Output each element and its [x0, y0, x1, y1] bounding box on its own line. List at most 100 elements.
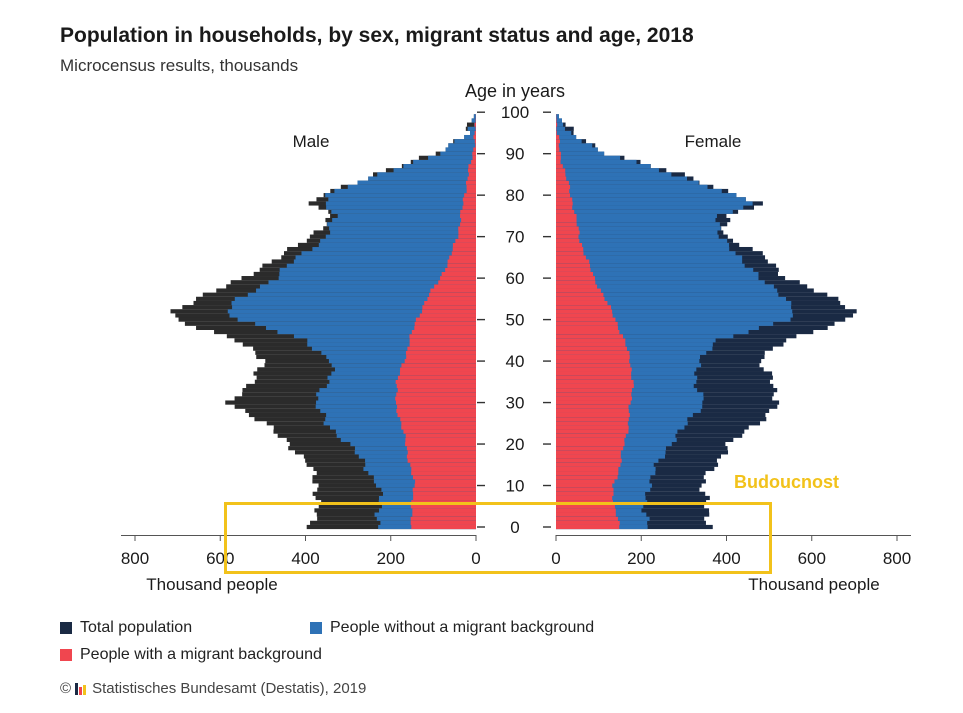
bar-without-female-age-86 [556, 168, 659, 173]
bar-with-female-age-24 [556, 425, 629, 430]
bar-without-male-age-67 [312, 246, 476, 252]
bar-with-female-age-46 [556, 334, 623, 339]
bar-with-male-age-80 [464, 193, 476, 198]
bar-with-female-age-56 [556, 292, 604, 297]
bar-with-female-age-53 [556, 305, 612, 310]
bar-without-male-age-95 [470, 130, 476, 136]
bar-without-male-age-29 [315, 404, 476, 409]
bar-without-male-age-66 [301, 251, 476, 256]
bar-with-female-age-93 [556, 139, 560, 144]
bar-with-male-age-94 [473, 134, 476, 140]
legend-item-with: People with a migrant background [60, 646, 322, 664]
bar-with-male-age-50 [415, 317, 476, 322]
bar-with-female-age-72 [556, 226, 579, 231]
bar-with-male-age-25 [401, 421, 476, 426]
bar-with-female-age-31 [556, 396, 632, 401]
bar-without-male-age-64 [293, 259, 476, 264]
bar-with-male-age-5 [410, 504, 476, 509]
bar-without-female-age-55 [556, 296, 787, 301]
bar-with-female-age-66 [556, 251, 584, 256]
bar-without-female-age-60 [556, 276, 759, 281]
bar-without-male-age-96 [467, 126, 476, 131]
bar-without-male-age-33 [319, 388, 476, 393]
bar-with-male-age-45 [409, 338, 476, 343]
bar-with-female-age-48 [556, 325, 618, 330]
bar-with-female-age-81 [556, 188, 570, 194]
bar-with-female-age-85 [556, 172, 566, 177]
bar-with-male-age-29 [397, 404, 476, 409]
bar-without-male-age-88 [413, 159, 476, 165]
bar-with-male-age-67 [452, 246, 476, 252]
bar-without-female-age-90 [556, 151, 605, 156]
bar-with-female-age-7 [556, 495, 613, 501]
bar-with-male-age-72 [458, 226, 476, 231]
bar-without-female-age-70 [556, 234, 719, 239]
legend-item-without: People without a migrant background [310, 619, 594, 637]
bar-without-male-age-50 [237, 317, 476, 322]
bar-without-female-age-45 [556, 338, 716, 343]
highlight-box [224, 502, 772, 574]
bar-with-female-age-36 [556, 375, 632, 380]
bar-with-male-age-35 [395, 379, 476, 384]
bar-without-female-age-44 [556, 342, 713, 347]
bar-with-male-age-87 [468, 164, 476, 169]
bar-without-female-age-81 [556, 188, 722, 194]
male-bars [170, 114, 477, 530]
bar-with-female-age-77 [556, 205, 573, 210]
bar-with-male-age-27 [397, 412, 476, 418]
age-tick-label-100: 100 [501, 103, 529, 122]
x-tick-label-female-600: 600 [798, 549, 826, 568]
bar-with-male-age-33 [397, 388, 476, 393]
legend-label-without: People without a migrant background [330, 619, 595, 636]
legend-swatch-without [310, 622, 322, 634]
bar-with-male-age-91 [473, 147, 476, 152]
bar-without-female-age-83 [556, 180, 699, 185]
bar-without-female-age-42 [556, 350, 707, 355]
age-tick-label-90: 90 [506, 145, 525, 164]
bar-with-female-age-15 [556, 462, 621, 467]
bar-with-male-age-78 [463, 201, 476, 206]
bar-with-male-age-93 [474, 139, 476, 144]
legend-swatch-with [60, 649, 72, 661]
bar-without-female-age-66 [556, 251, 736, 256]
bar-without-male-age-71 [330, 230, 476, 235]
bar-with-female-age-41 [556, 354, 630, 360]
bar-with-male-age-55 [427, 296, 476, 301]
bar-without-male-age-93 [454, 139, 476, 144]
axes: 800 800 600 600 400 400 200 200 0 0 0 10 20 30 40 50 60 7… [121, 103, 911, 568]
bar-without-female-age-50 [556, 317, 791, 322]
bar-without-female-age-94 [556, 134, 577, 140]
bar-with-male-age-47 [411, 329, 476, 335]
bar-with-female-age-35 [556, 379, 634, 384]
x-tick-label-male-400: 400 [291, 549, 319, 568]
bar-without-male-age-43 [311, 346, 476, 351]
bar-with-male-age-77 [462, 205, 476, 210]
bar-with-female-age-88 [556, 159, 561, 165]
bar-with-female-age-12 [556, 475, 618, 480]
bar-with-female-age-97 [556, 122, 558, 127]
bar-with-female-age-90 [556, 151, 561, 156]
bar-with-female-age-50 [556, 317, 616, 322]
bar-with-female-age-71 [556, 230, 580, 235]
bar-without-male-age-25 [323, 421, 476, 426]
bar-without-male-age-49 [255, 321, 476, 326]
x-tick-label-female-200: 200 [627, 549, 655, 568]
bar-with-male-age-38 [400, 367, 476, 372]
annotation-label: Budoucnost [734, 472, 839, 492]
bar-with-male-age-54 [424, 300, 476, 306]
bar-without-male-age-52 [227, 309, 476, 314]
bar-total-male-age-97 [466, 122, 476, 127]
bar-with-female-age-55 [556, 296, 605, 301]
bar-with-female-age-10 [556, 483, 613, 488]
bar-without-female-age-59 [556, 280, 765, 285]
bar-without-female-age-47 [556, 329, 749, 335]
bar-with-female-age-1 [556, 520, 620, 525]
bar-with-male-age-1 [410, 520, 476, 525]
bar-with-male-age-56 [429, 292, 476, 297]
bar-without-male-age-54 [231, 300, 476, 306]
bar-with-female-age-52 [556, 309, 613, 314]
age-tick-label-10: 10 [506, 477, 525, 496]
bar-without-female-age-89 [556, 155, 621, 160]
bar-with-female-age-83 [556, 180, 569, 185]
bar-without-female-age-29 [556, 404, 703, 409]
